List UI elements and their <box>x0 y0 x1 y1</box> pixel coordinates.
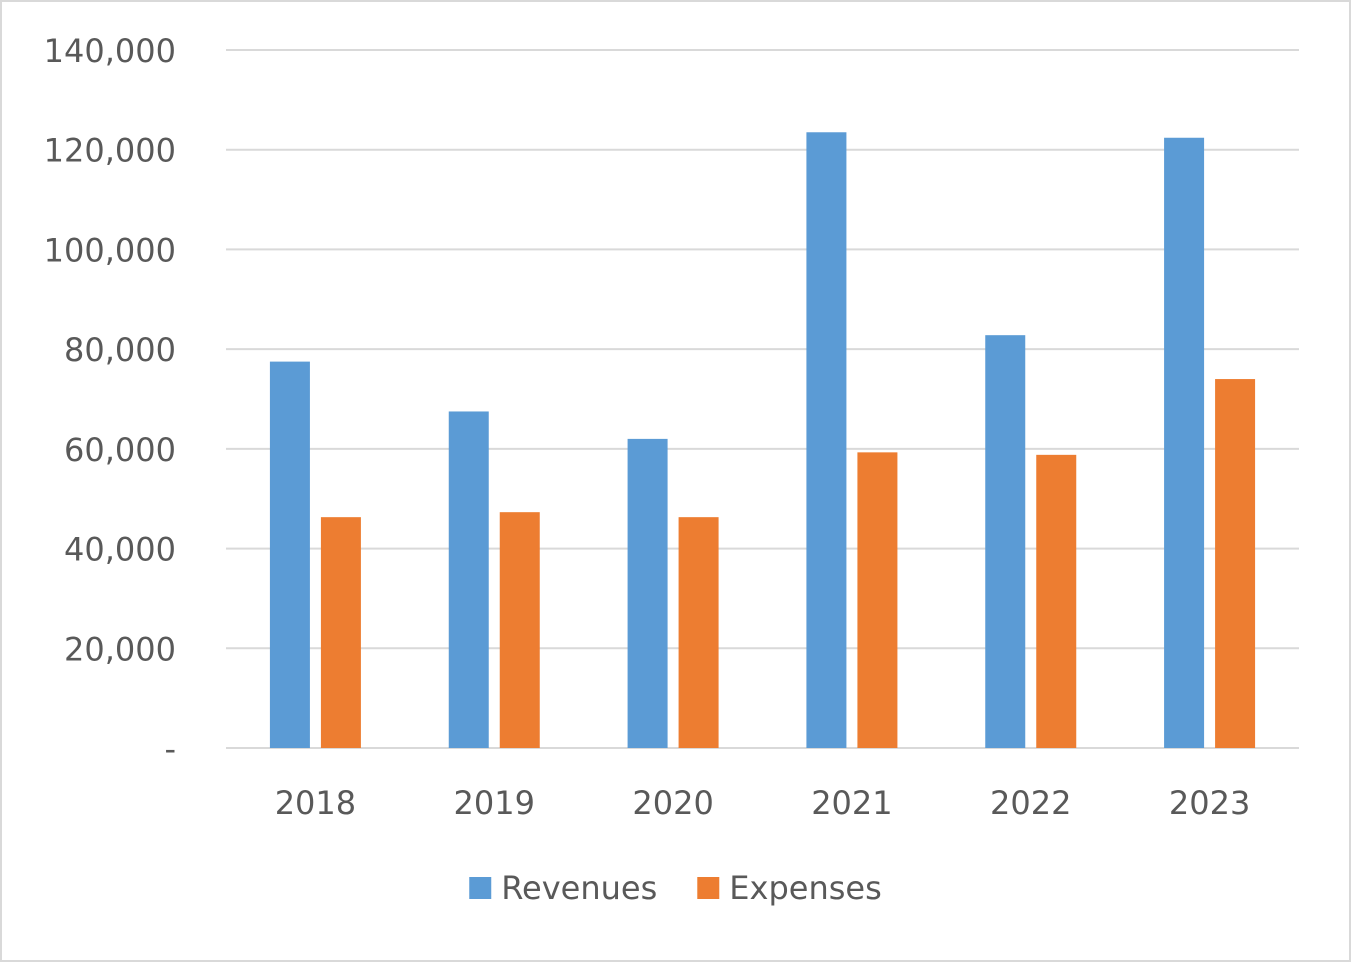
bar-revenues-2021 <box>806 132 847 748</box>
legend-swatch <box>697 877 720 899</box>
bar-expenses-2021 <box>857 452 898 748</box>
x-tick-label: 2022 <box>990 784 1071 822</box>
bars <box>269 132 1256 749</box>
y-tick-label: 20,000 <box>64 630 176 668</box>
gridlines <box>226 49 1299 749</box>
y-tick-label: 60,000 <box>64 431 176 469</box>
x-tick-label: 2018 <box>275 784 356 822</box>
legend-label: Expenses <box>729 869 881 907</box>
bar-revenues-2018 <box>269 361 310 748</box>
legend-item-revenues: Revenues <box>469 869 657 907</box>
x-tick-label: 2020 <box>632 784 713 822</box>
x-tick-label: 2023 <box>1169 784 1250 822</box>
bar-expenses-2020 <box>678 517 719 748</box>
legend: Revenues Expenses <box>469 869 882 907</box>
x-axis: 2018 2019 2020 2021 2022 2023 <box>275 784 1251 822</box>
bar-expenses-2022 <box>1036 454 1077 748</box>
y-tick-label: 140,000 <box>44 32 176 70</box>
y-tick-label: 40,000 <box>64 531 176 569</box>
y-axis: - 20,000 40,000 60,000 80,000 100,000 120,000 1… <box>44 32 176 768</box>
y-tick-label: - <box>164 730 176 768</box>
legend-label: Revenues <box>501 869 657 907</box>
bar-expenses-2019 <box>499 512 540 748</box>
y-tick-label: 100,000 <box>44 231 176 269</box>
bar-revenues-2022 <box>985 335 1026 748</box>
bar-revenues-2023 <box>1164 137 1205 749</box>
bar-expenses-2018 <box>320 517 361 748</box>
legend-item-expenses: Expenses <box>697 869 882 907</box>
bar-expenses-2023 <box>1215 379 1256 748</box>
y-tick-label: 80,000 <box>64 331 176 369</box>
bar-revenues-2020 <box>627 438 668 748</box>
bar-revenues-2019 <box>448 411 489 748</box>
x-tick-label: 2021 <box>811 784 892 822</box>
x-tick-label: 2019 <box>454 784 535 822</box>
y-tick-label: 120,000 <box>44 132 176 170</box>
legend-swatch <box>469 877 492 899</box>
